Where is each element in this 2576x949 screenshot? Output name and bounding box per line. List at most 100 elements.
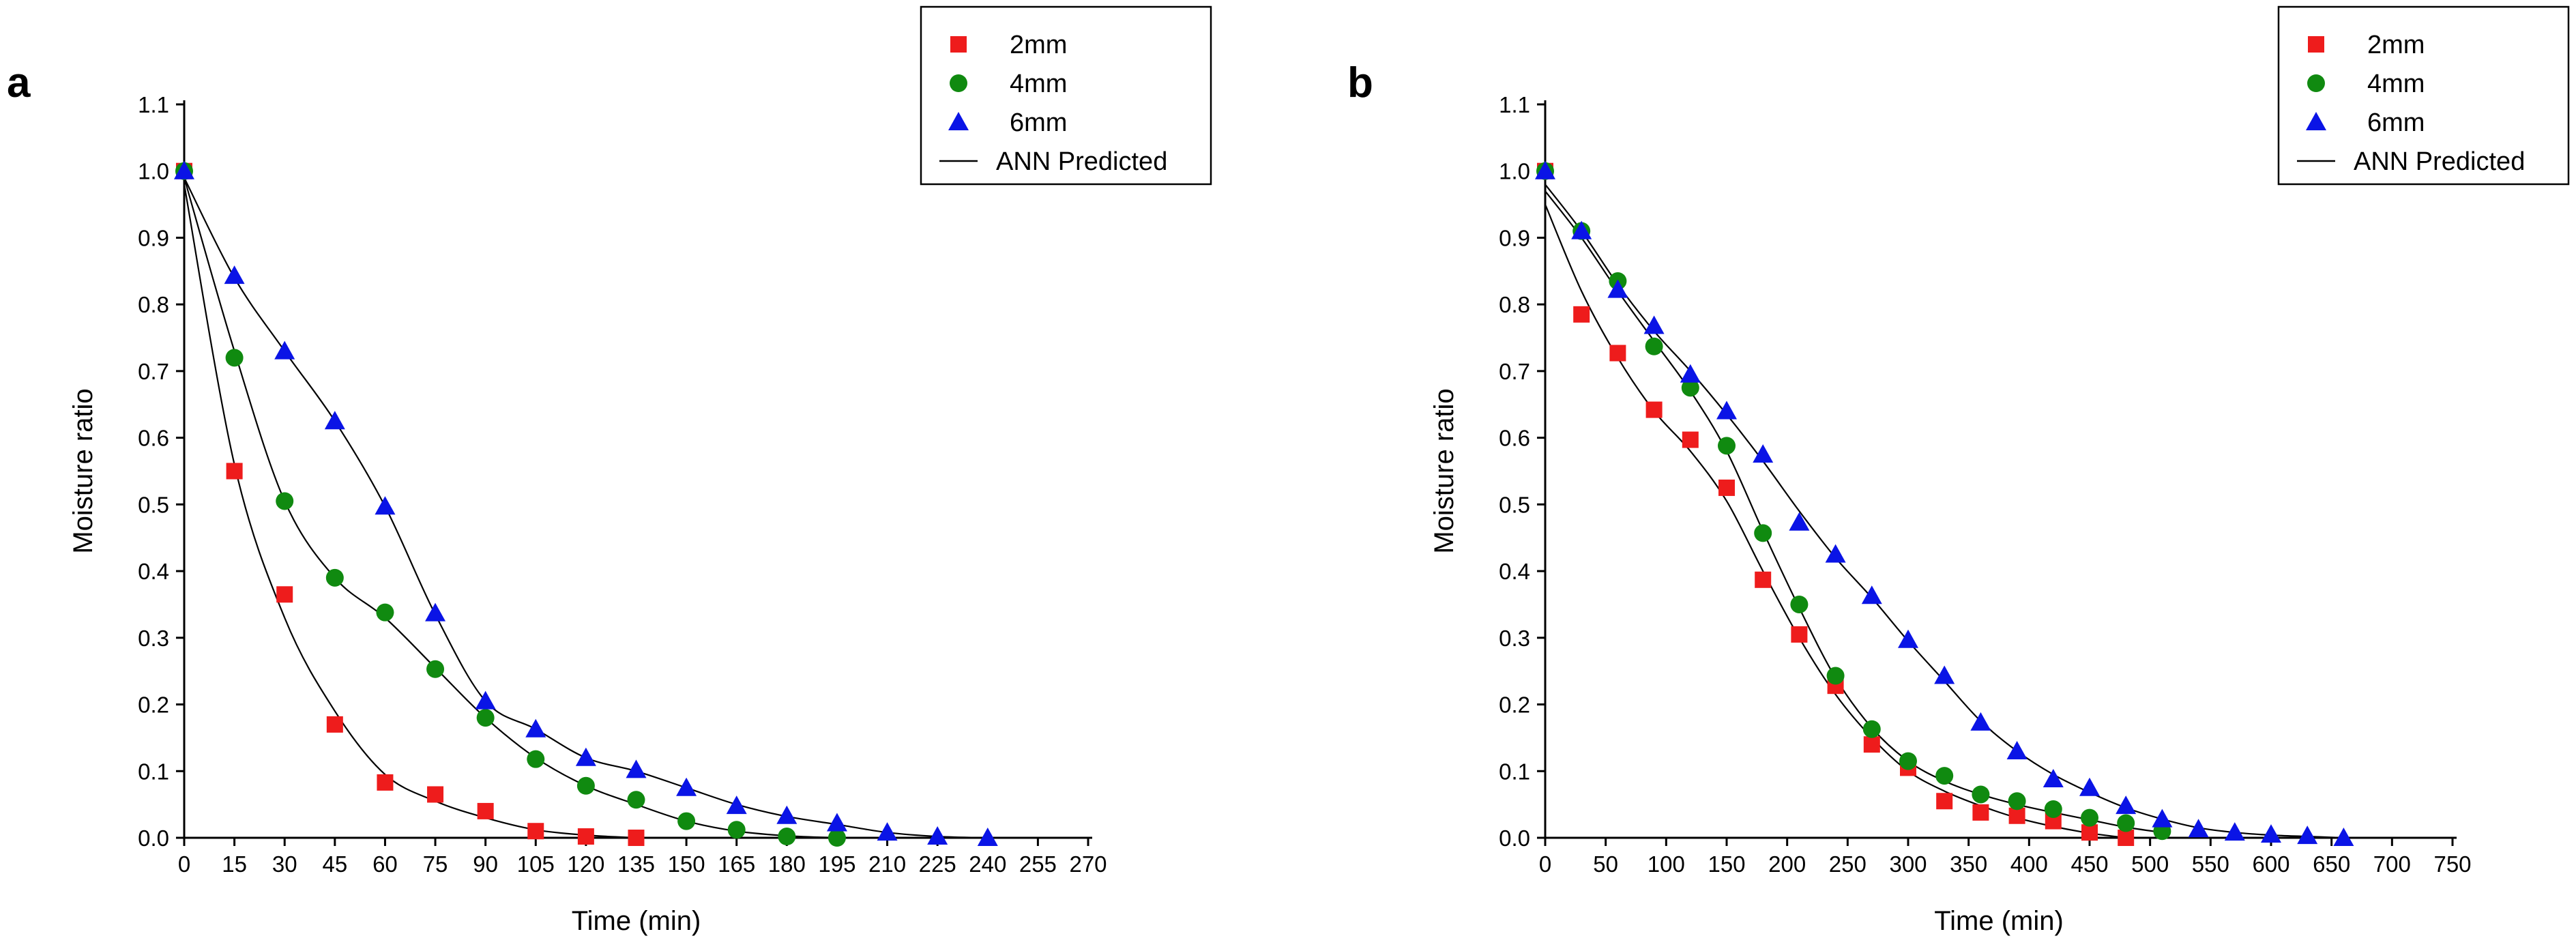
data-point-6mm — [1753, 444, 1774, 463]
data-point-2mm — [1936, 793, 1953, 810]
data-point-6mm — [1607, 279, 1628, 298]
data-point-4mm — [527, 750, 545, 768]
data-point-4mm — [2008, 792, 2026, 811]
data-point-6mm — [1825, 544, 1846, 563]
data-point-6mm — [274, 340, 295, 360]
data-point-6mm — [324, 411, 345, 430]
x-tick-label: 105 — [517, 851, 555, 877]
data-point-2mm — [2008, 807, 2025, 824]
ann-predicted-line — [1544, 204, 2126, 839]
x-tick-label: 150 — [1708, 851, 1745, 877]
data-point-6mm — [1898, 629, 1918, 648]
panel-label: a — [7, 59, 31, 106]
y-tick-label: 1.1 — [1499, 92, 1530, 117]
y-axis-title: Moisture ratio — [68, 388, 98, 553]
data-point-4mm — [1862, 720, 1881, 738]
data-point-6mm — [1571, 220, 1592, 239]
data-point-6mm — [2079, 777, 2100, 796]
data-point-4mm — [2044, 800, 2062, 818]
data-point-2mm — [2081, 824, 2098, 841]
legend-marker-icon — [2306, 112, 2326, 130]
y-tick-label: 0.0 — [138, 826, 169, 851]
data-point-4mm — [476, 709, 495, 727]
data-point-6mm — [2224, 822, 2245, 841]
y-tick-label: 0.7 — [1499, 359, 1530, 384]
data-point-4mm — [325, 568, 344, 587]
data-point-6mm — [1535, 160, 1555, 179]
data-point-6mm — [826, 813, 847, 832]
x-tick-label: 450 — [2070, 851, 2108, 877]
x-tick-label: 400 — [2010, 851, 2048, 877]
y-tick-label: 0.2 — [138, 692, 169, 718]
data-point-4mm — [1681, 379, 1699, 397]
data-point-2mm — [1791, 626, 1808, 643]
data-point-6mm — [2188, 819, 2209, 838]
data-point-6mm — [877, 822, 898, 841]
data-point-2mm — [1755, 571, 1772, 588]
data-point-4mm — [1935, 767, 1954, 785]
data-point-4mm — [1899, 752, 1917, 770]
data-point-6mm — [375, 496, 396, 515]
x-tick-label: 0 — [1539, 851, 1551, 877]
x-tick-label: 90 — [473, 851, 498, 877]
data-point-6mm — [425, 602, 446, 622]
data-point-6mm — [1789, 512, 1810, 531]
ann-predicted-line — [1545, 184, 2344, 839]
data-point-6mm — [1680, 364, 1701, 383]
data-point-2mm — [1682, 431, 1699, 448]
data-point-6mm — [475, 690, 496, 710]
x-tick-label: 700 — [2373, 851, 2411, 877]
x-tick-label: 550 — [2192, 851, 2229, 877]
x-tick-label: 210 — [868, 851, 906, 877]
chart-panel-b: b 0.0 0.1 0.2 0.3 0.4 0.5 0.6 0.7 0.8 0.9 1.0 1.1 0 50… — [1347, 5, 2570, 936]
data-point-6mm — [2043, 769, 2064, 787]
data-point-4mm — [1790, 595, 1809, 613]
x-tick-label: 50 — [1593, 851, 1618, 877]
y-tick-label: 0.1 — [1499, 759, 1530, 784]
x-axis-title: Time (min) — [572, 906, 701, 936]
data-point-2mm — [377, 774, 394, 791]
legend-entry-label: 6mm — [1010, 108, 1067, 137]
y-tick-label: 0.3 — [1499, 626, 1530, 651]
data-point-4mm — [627, 791, 645, 809]
panel-label: b — [1347, 59, 1373, 106]
x-tick-label: 350 — [1950, 851, 1987, 877]
y-tick-label: 1.0 — [1499, 159, 1530, 184]
data-point-6mm — [2152, 808, 2173, 828]
data-point-4mm — [778, 828, 796, 846]
legend-marker-icon — [950, 74, 967, 92]
data-point-2mm — [2118, 830, 2135, 846]
data-point-2mm — [1609, 345, 1626, 362]
data-point-6mm — [224, 265, 245, 284]
data-point-4mm — [225, 349, 244, 367]
x-tick-label: 0 — [178, 851, 190, 877]
data-point-6mm — [1861, 585, 1882, 604]
chart-panel-a: a 0.0 0.1 0.2 0.3 0.4 0.5 0.6 0.7 0.8 0.9 1.0 1.1 0 15… — [7, 5, 1212, 936]
y-tick-label: 0.5 — [138, 492, 169, 517]
y-tick-label: 0.6 — [138, 426, 169, 451]
data-point-6mm — [626, 759, 647, 778]
data-point-2mm — [427, 786, 444, 803]
data-point-6mm — [977, 828, 998, 846]
legend-marker-icon — [950, 36, 967, 53]
x-tick-label: 270 — [1069, 851, 1107, 877]
data-point-4mm — [376, 603, 394, 622]
data-point-6mm — [927, 826, 948, 845]
x-tick-label: 195 — [818, 851, 855, 877]
y-tick-label: 0.8 — [1499, 292, 1530, 317]
data-point-2mm — [276, 586, 293, 603]
y-tick-label: 0.1 — [138, 759, 169, 784]
legend-entry-label: 2mm — [2367, 31, 2425, 59]
data-point-4mm — [727, 821, 746, 839]
ann-predicted-line — [183, 177, 837, 839]
y-axis-title: Moisture ratio — [1429, 388, 1459, 553]
data-point-2mm — [577, 828, 594, 845]
y-tick-label: 0.4 — [138, 559, 169, 584]
data-point-2mm — [1645, 401, 1663, 418]
legend-marker-icon — [948, 112, 969, 130]
data-point-2mm — [326, 716, 343, 733]
legend-box — [2277, 5, 2570, 186]
y-tick-label: 0.8 — [138, 292, 169, 317]
x-tick-label: 600 — [2252, 851, 2289, 877]
